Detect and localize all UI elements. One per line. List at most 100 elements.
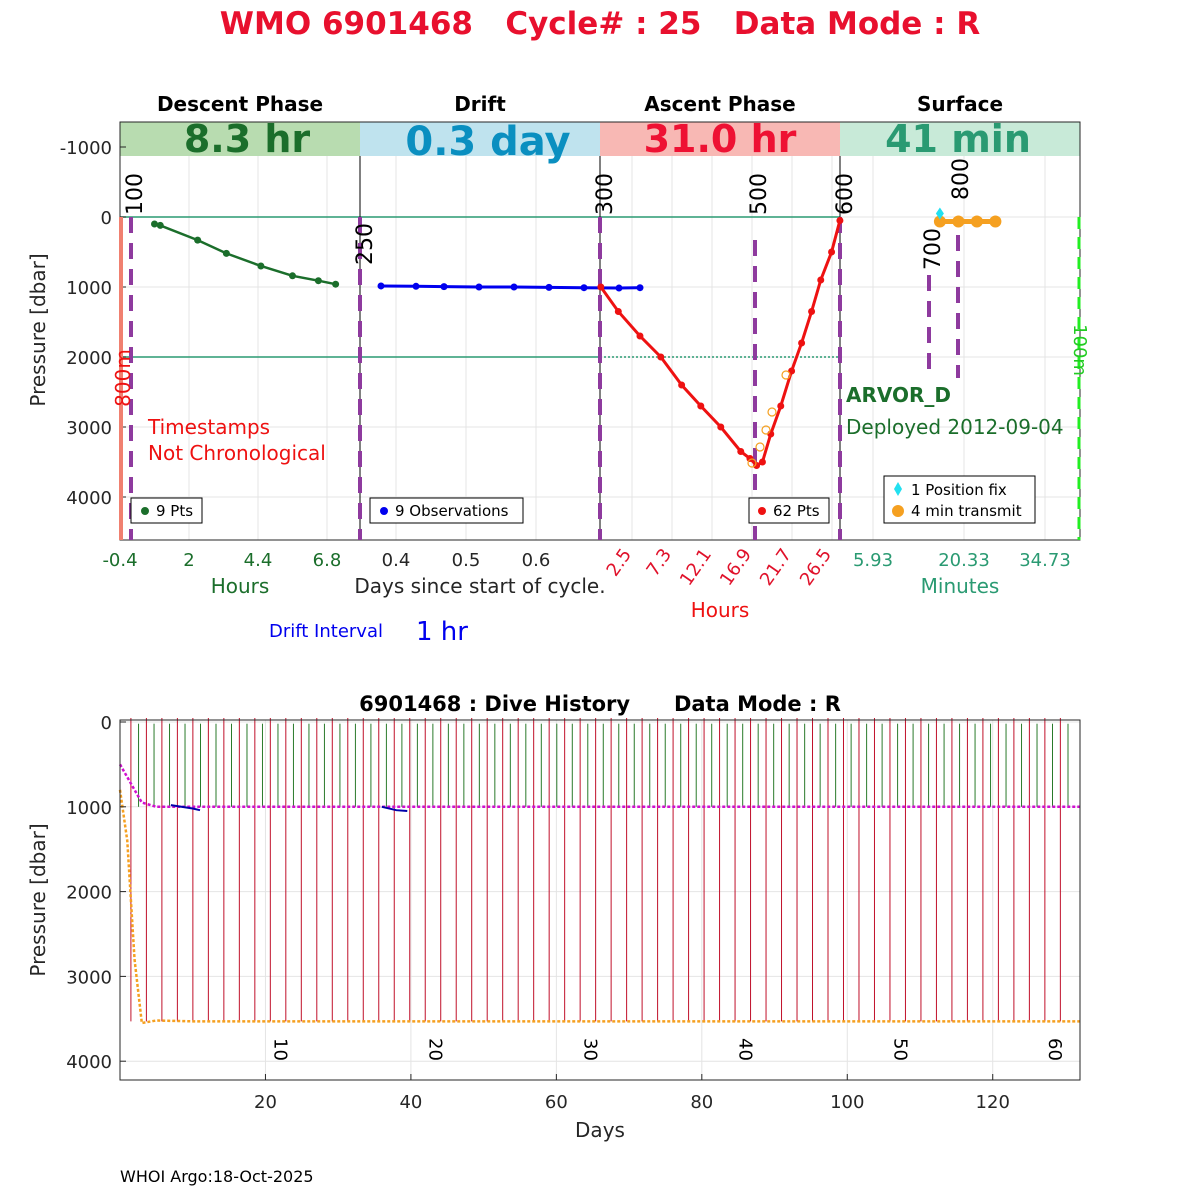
warning-line-2: Not Chronological bbox=[148, 441, 326, 465]
surface-xlabel: Minutes bbox=[921, 574, 1000, 598]
ascent-point bbox=[808, 308, 816, 315]
descent-tick: -0.4 bbox=[102, 550, 137, 571]
descent-point bbox=[332, 280, 340, 288]
descent-tick: 4.4 bbox=[244, 550, 273, 571]
ascent-header: Ascent Phase bbox=[644, 92, 795, 116]
cycle-label: 60 bbox=[1044, 1038, 1065, 1061]
drift-point bbox=[545, 283, 553, 291]
ascent-point bbox=[817, 276, 825, 284]
ascent-point bbox=[753, 462, 761, 469]
ascent-point bbox=[597, 283, 605, 291]
descent-point bbox=[257, 262, 265, 270]
cycle-label: 20 bbox=[425, 1038, 446, 1061]
descent-point bbox=[194, 236, 202, 244]
drift-xlabel: Days since start of cycle. bbox=[354, 574, 605, 598]
marker-label-600: 600 bbox=[833, 173, 858, 215]
deployed-date: Deployed 2012-09-04 bbox=[846, 415, 1064, 439]
ascent-legend: 62 Pts bbox=[748, 497, 830, 524]
marker-label-700: 700 bbox=[921, 228, 946, 270]
cycle-label: 50 bbox=[889, 1038, 910, 1061]
marker-label-500: 500 bbox=[747, 173, 772, 215]
drift-duration-box bbox=[360, 122, 600, 156]
bottom-title: 6901468 : Dive History Data Mode : R bbox=[359, 692, 841, 716]
top-chart: Descent Phase Drift Ascent Phase Surface… bbox=[26, 92, 1090, 647]
bottom-chart: 6901468 : Dive History Data Mode : R 20 4… bbox=[26, 692, 1081, 1142]
park-pressure-series bbox=[118, 763, 1080, 809]
ascent-duration: 31.0 hr bbox=[644, 117, 797, 161]
transmit-point bbox=[933, 215, 946, 228]
surface-duration: 41 min bbox=[885, 117, 1031, 161]
ascent-point bbox=[737, 448, 745, 455]
x-tick-label: 60 bbox=[545, 1092, 568, 1113]
ascent-tick: 16.9 bbox=[716, 545, 756, 590]
transmit-point bbox=[952, 215, 965, 228]
drift-trace bbox=[170, 804, 201, 812]
ascent-tick: 26.5 bbox=[796, 545, 836, 590]
drift-point bbox=[636, 284, 644, 292]
right-depth-label: 100m bbox=[1069, 324, 1090, 376]
ascent-point bbox=[798, 339, 806, 347]
descent-duration-box bbox=[120, 122, 360, 156]
descent-legend-text: 9 Pts bbox=[156, 502, 193, 520]
ascent-point bbox=[836, 217, 844, 224]
y-tick-label: 0 bbox=[101, 208, 112, 229]
ascent-ring bbox=[781, 370, 791, 380]
ascent-ring bbox=[761, 425, 771, 435]
position-fix-point bbox=[935, 207, 944, 220]
descent-point bbox=[222, 249, 230, 257]
surface-legend-transmit: 4 min transmit bbox=[911, 502, 1022, 520]
x-tick-label: 20 bbox=[254, 1092, 277, 1113]
drift-trace bbox=[381, 805, 408, 813]
bottom-x-label: Days bbox=[575, 1118, 625, 1142]
marker-label-100: 100 bbox=[123, 173, 148, 215]
surface-header: Surface bbox=[917, 92, 1003, 116]
y-tick-label: 3000 bbox=[66, 418, 112, 439]
surface-legend: 1 Position fix 4 min transmit bbox=[883, 475, 1036, 524]
drift-point bbox=[615, 284, 623, 292]
ascent-point bbox=[636, 332, 644, 340]
bottom-y-label: Pressure [dbar] bbox=[26, 823, 50, 976]
ascent-point bbox=[758, 458, 766, 466]
descent-xlabel: Hours bbox=[211, 574, 270, 598]
footer: WHOI Argo:18-Oct-2025 bbox=[120, 1167, 314, 1186]
surface-duration-box bbox=[840, 122, 1080, 156]
ascent-tick: 2.5 bbox=[602, 545, 636, 581]
surface-tick: 5.93 bbox=[853, 550, 893, 571]
drift-legend-text: 9 Observations bbox=[395, 502, 509, 520]
ascent-point bbox=[697, 402, 705, 410]
descent-point bbox=[151, 220, 158, 228]
cycle-label: 40 bbox=[734, 1038, 755, 1061]
descent-point bbox=[314, 277, 322, 285]
ascent-tick: 12.1 bbox=[676, 545, 716, 590]
drift-point bbox=[580, 284, 588, 292]
transmit-point bbox=[989, 215, 1002, 228]
descent-legend: 9 Pts bbox=[130, 497, 203, 524]
marker-label-800: 800 bbox=[949, 158, 974, 200]
y-tick-label: 1000 bbox=[66, 278, 112, 299]
y-tick-label: 2000 bbox=[66, 883, 112, 904]
descent-line bbox=[154, 222, 336, 286]
x-tick-label: 80 bbox=[690, 1092, 713, 1113]
cycle-label: 10 bbox=[270, 1038, 291, 1061]
drift-point bbox=[377, 282, 385, 290]
descent-duration: 8.3 hr bbox=[184, 117, 311, 161]
profile-pressure-series bbox=[118, 789, 1080, 1025]
ascent-point bbox=[657, 353, 665, 361]
drift-interval-value: 1 hr bbox=[416, 617, 468, 647]
drift-interval-label: Drift Interval bbox=[269, 621, 383, 642]
cycle-label: 30 bbox=[580, 1038, 601, 1061]
ascent-point bbox=[717, 423, 725, 431]
surface-legend-fix: 1 Position fix bbox=[911, 481, 1007, 499]
y-tick-label: 0 bbox=[101, 713, 112, 734]
drift-legend: 9 Observations bbox=[369, 497, 524, 524]
ascent-point bbox=[828, 248, 836, 256]
x-tick-label: 100 bbox=[830, 1092, 864, 1113]
surface-tick: 20.33 bbox=[938, 550, 990, 571]
descent-point bbox=[156, 221, 164, 229]
ascent-tick: 7.3 bbox=[642, 545, 676, 581]
y-axis-label: Pressure [dbar] bbox=[26, 253, 50, 406]
bottom-frame bbox=[119, 719, 1081, 1081]
drift-point bbox=[412, 282, 420, 290]
transmit-point bbox=[970, 215, 983, 228]
ascent-point bbox=[678, 381, 686, 389]
